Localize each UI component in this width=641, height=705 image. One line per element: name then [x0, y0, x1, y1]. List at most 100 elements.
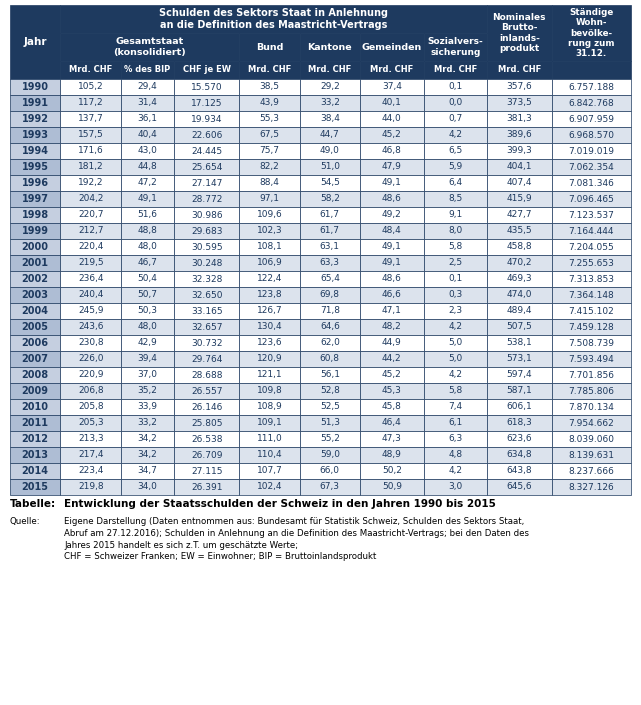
Bar: [299, 143, 360, 159]
Text: 2014: 2014: [22, 466, 49, 476]
Bar: [552, 447, 631, 463]
Bar: [552, 383, 631, 399]
Text: 27.115: 27.115: [191, 467, 222, 475]
Bar: [424, 319, 487, 335]
Text: 48,2: 48,2: [382, 322, 402, 331]
Text: 43,9: 43,9: [260, 99, 279, 107]
Text: 7.204.055: 7.204.055: [569, 243, 614, 252]
Bar: [10, 127, 60, 143]
Bar: [239, 79, 299, 95]
Bar: [174, 95, 239, 111]
Bar: [424, 367, 487, 383]
Text: 1994: 1994: [22, 146, 49, 156]
Bar: [10, 191, 60, 207]
Text: 39,4: 39,4: [138, 355, 158, 364]
Text: 62,0: 62,0: [320, 338, 340, 348]
Text: 7.785.806: 7.785.806: [569, 386, 614, 396]
Bar: [424, 463, 487, 479]
Bar: [10, 223, 60, 239]
Text: % des BIP: % des BIP: [124, 66, 171, 75]
Bar: [121, 159, 174, 175]
Text: 645,6: 645,6: [506, 482, 532, 491]
Text: 7.701.856: 7.701.856: [569, 371, 614, 379]
Text: 0,0: 0,0: [448, 99, 462, 107]
Bar: [360, 319, 424, 335]
Bar: [299, 191, 360, 207]
Bar: [121, 463, 174, 479]
Bar: [299, 239, 360, 255]
Bar: [360, 191, 424, 207]
Text: 32.650: 32.650: [191, 290, 222, 300]
Text: Mrd. CHF: Mrd. CHF: [69, 66, 112, 75]
Bar: [552, 351, 631, 367]
Bar: [360, 79, 424, 95]
Text: 4,8: 4,8: [448, 450, 462, 460]
Bar: [10, 143, 60, 159]
Text: 58,2: 58,2: [320, 195, 340, 204]
Text: 28.688: 28.688: [191, 371, 222, 379]
Text: 2007: 2007: [22, 354, 49, 364]
Text: 7.081.346: 7.081.346: [569, 178, 614, 188]
Text: 6.907.959: 6.907.959: [569, 114, 614, 123]
Text: 7.870.134: 7.870.134: [569, 403, 614, 412]
Text: 28.772: 28.772: [191, 195, 222, 204]
Text: 105,2: 105,2: [78, 82, 103, 92]
Text: 7,4: 7,4: [448, 403, 462, 412]
Text: 44,9: 44,9: [382, 338, 402, 348]
Bar: [299, 159, 360, 175]
Text: 106,9: 106,9: [256, 259, 282, 267]
Bar: [239, 415, 299, 431]
Bar: [424, 223, 487, 239]
Bar: [174, 271, 239, 287]
Bar: [552, 239, 631, 255]
Bar: [299, 61, 360, 79]
Bar: [10, 239, 60, 255]
Text: 48,0: 48,0: [138, 322, 158, 331]
Text: 2012: 2012: [22, 434, 49, 444]
Text: Mrd. CHF: Mrd. CHF: [370, 66, 413, 75]
Bar: [424, 287, 487, 303]
Text: 8,0: 8,0: [448, 226, 462, 235]
Text: 389,6: 389,6: [506, 130, 532, 140]
Bar: [487, 207, 552, 223]
Text: 34,0: 34,0: [138, 482, 158, 491]
Bar: [239, 143, 299, 159]
Text: 7.019.019: 7.019.019: [569, 147, 614, 156]
Bar: [10, 303, 60, 319]
Bar: [360, 111, 424, 127]
Text: 226,0: 226,0: [78, 355, 103, 364]
Bar: [174, 463, 239, 479]
Text: 7.164.444: 7.164.444: [569, 226, 614, 235]
Bar: [60, 335, 121, 351]
Text: 63,3: 63,3: [320, 259, 340, 267]
Text: 4,2: 4,2: [448, 130, 462, 140]
Bar: [10, 255, 60, 271]
Bar: [60, 351, 121, 367]
Bar: [360, 223, 424, 239]
Text: 120,9: 120,9: [256, 355, 282, 364]
Bar: [360, 271, 424, 287]
Bar: [299, 479, 360, 495]
Bar: [487, 111, 552, 127]
Bar: [10, 431, 60, 447]
Bar: [121, 303, 174, 319]
Bar: [60, 447, 121, 463]
Bar: [299, 287, 360, 303]
Text: Mrd. CHF: Mrd. CHF: [433, 66, 477, 75]
Text: 29,4: 29,4: [138, 82, 158, 92]
Bar: [552, 431, 631, 447]
Bar: [360, 239, 424, 255]
Text: 2008: 2008: [22, 370, 49, 380]
Text: 32.328: 32.328: [191, 274, 222, 283]
Text: 25.805: 25.805: [191, 419, 222, 427]
Bar: [239, 287, 299, 303]
Bar: [239, 399, 299, 415]
Text: 130,4: 130,4: [256, 322, 282, 331]
Text: 6,4: 6,4: [448, 178, 462, 188]
Text: 213,3: 213,3: [78, 434, 103, 443]
Bar: [121, 479, 174, 495]
Text: 109,1: 109,1: [256, 419, 282, 427]
Text: 7.954.662: 7.954.662: [569, 419, 614, 427]
Bar: [299, 271, 360, 287]
Text: 61,7: 61,7: [320, 226, 340, 235]
